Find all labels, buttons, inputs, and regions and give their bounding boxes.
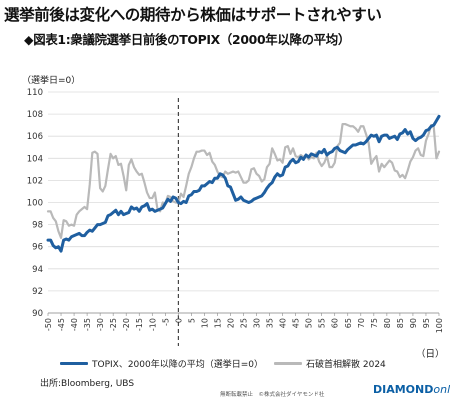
x-tick-label: -25 xyxy=(109,318,118,331)
x-tick-label: 5 xyxy=(187,318,196,323)
x-tick-label: 55 xyxy=(318,318,327,328)
x-tick-label: 100 xyxy=(435,318,444,333)
y-tick-label: 94 xyxy=(32,265,43,275)
x-tick-label: 95 xyxy=(422,318,431,328)
x-tick-label: 20 xyxy=(226,318,235,328)
x-tick-label: -15 xyxy=(135,318,144,331)
copyright-note: 無断転載禁止 ©株式会社ダイヤモンド社 xyxy=(220,392,325,398)
x-tick-label: 40 xyxy=(279,318,288,328)
legend-label-ishiba: 石破首相解散 2024 xyxy=(306,360,386,370)
y-tick-label: 106 xyxy=(27,132,43,142)
y-tick-label: 100 xyxy=(27,199,43,209)
y-tick-label: 92 xyxy=(32,287,43,297)
x-tick-label: 35 xyxy=(266,318,275,328)
y-tick-label: 102 xyxy=(27,176,43,186)
legend-swatch-ishiba xyxy=(274,362,302,365)
x-tick-label: 90 xyxy=(409,318,418,328)
legend-item-ishiba: 石破首相解散 2024 xyxy=(274,357,386,370)
y-tick-label: 110 xyxy=(27,88,43,98)
brand-logo[interactable]: DIAMONDonline xyxy=(373,383,450,396)
x-tick-label: -35 xyxy=(83,318,92,331)
axes xyxy=(47,98,440,346)
x-tick-label: 65 xyxy=(344,318,353,328)
headline: 選挙前後は変化への期待から株価はサポートされやすい xyxy=(4,6,382,24)
x-tick-label: 50 xyxy=(305,318,314,328)
x-tick-label: 10 xyxy=(200,318,209,328)
y-tick-label: 108 xyxy=(27,110,43,120)
x-tick-label: 85 xyxy=(396,318,405,328)
y-tick-label: 90 xyxy=(32,309,43,319)
x-tick-label: 45 xyxy=(292,318,301,328)
x-tick-label: -5 xyxy=(161,318,170,326)
y-tick-labels: 90 92 94 96 98 100 102 104 106 108 110 xyxy=(27,88,43,319)
x-tick-label: -10 xyxy=(148,318,157,331)
chart-subtitle: ◆図表1:衆議院選挙日前後のTOPIX（2000年以降の平均） xyxy=(24,32,350,47)
y-tick-label: 104 xyxy=(27,154,43,164)
gridlines xyxy=(48,91,439,314)
y-axis-unit-label: （選挙日=0） xyxy=(22,76,81,86)
x-tick-label: 60 xyxy=(331,318,340,328)
legend-item-topix: TOPIX、2000年以降の平均（選挙日=0） xyxy=(60,357,263,370)
x-tick-label: 0 xyxy=(174,318,183,323)
series-line-ishiba xyxy=(46,122,441,239)
x-tick-labels: -50 -45 -40 -35 -30 -25 -20 -15 -10 -5 0 5 10 15 20 25 3… xyxy=(44,318,444,333)
x-axis-unit-label: （日） xyxy=(416,349,445,360)
x-tick-label: 25 xyxy=(240,318,249,328)
brand-main: DIAMOND xyxy=(373,383,434,396)
x-tick-label: 15 xyxy=(213,318,222,328)
source-note: 出所:Bloomberg, UBS xyxy=(40,379,135,389)
x-tick-label: -20 xyxy=(122,318,131,331)
x-tick-label: 75 xyxy=(370,318,379,328)
x-tick-label: 30 xyxy=(253,318,262,328)
legend-label-topix: TOPIX、2000年以降の平均（選挙日=0） xyxy=(92,360,264,370)
brand-sub: online xyxy=(433,383,450,396)
y-tick-label: 96 xyxy=(32,243,43,253)
x-tick-label: -40 xyxy=(70,318,79,331)
x-tick-label: 80 xyxy=(383,318,392,328)
legend-swatch-topix xyxy=(60,362,88,365)
series-line-topix xyxy=(46,114,441,253)
legend: TOPIX、2000年以降の平均（選挙日=0） 石破首相解散 2024 xyxy=(60,357,450,371)
x-tick-label: -45 xyxy=(57,318,66,331)
x-tick-label: 70 xyxy=(357,318,366,328)
x-tick-label: -30 xyxy=(96,318,105,331)
series-group xyxy=(46,114,441,253)
x-tick-label: -50 xyxy=(44,318,53,331)
y-tick-label: 98 xyxy=(32,221,43,231)
